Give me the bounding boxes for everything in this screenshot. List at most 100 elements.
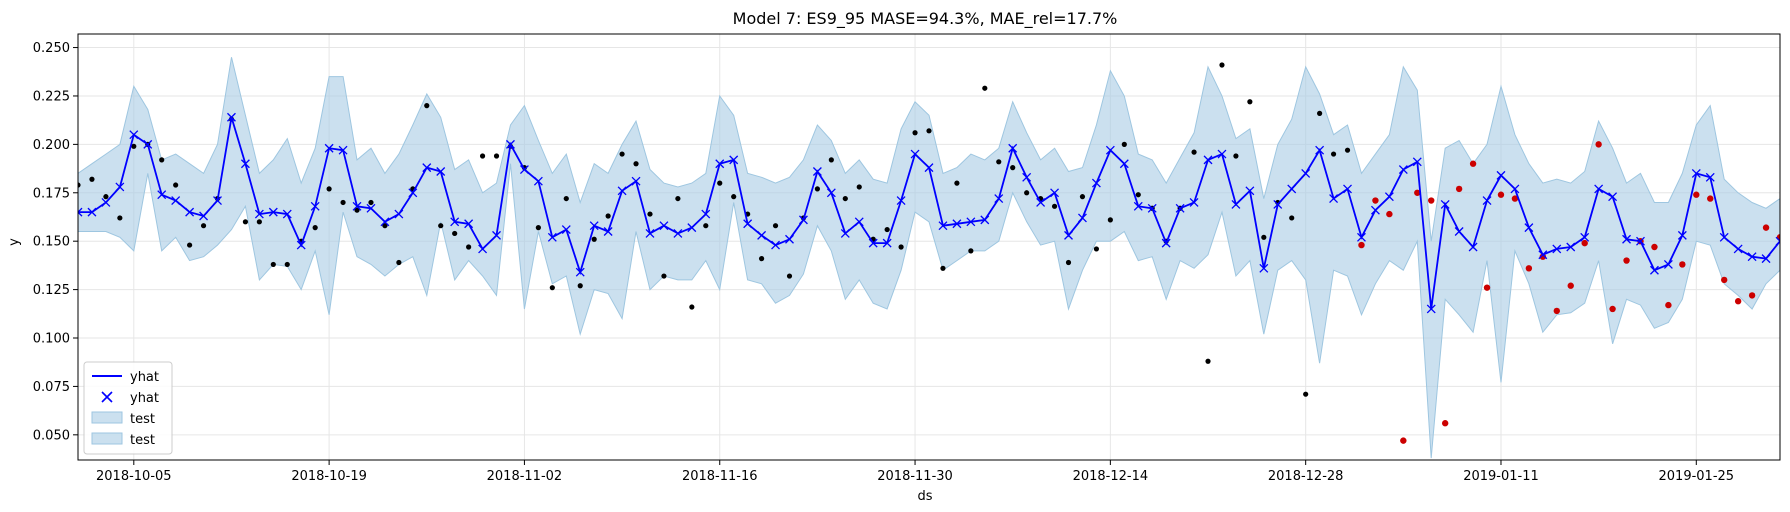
yhat-marker (840, 228, 850, 238)
yhat-marker (1761, 254, 1771, 264)
actual-point (326, 186, 332, 192)
yhat-marker (1775, 236, 1780, 246)
yhat-marker (547, 232, 557, 242)
yhat-marker (464, 219, 474, 229)
y-axis-label: y (7, 238, 22, 246)
yhat-marker (78, 207, 83, 217)
actual-point (605, 213, 611, 219)
actual-point (1205, 358, 1211, 364)
yhat-marker (324, 143, 334, 153)
legend-label-test-band: test (130, 412, 155, 427)
yhat-marker (1677, 230, 1687, 240)
yhat-marker (1259, 263, 1269, 273)
actual-point (173, 182, 179, 188)
yhat-marker (240, 159, 250, 169)
yhat-marker (1147, 203, 1157, 213)
x-tick-label: 2018-11-30 (877, 469, 953, 484)
yhat-marker (1649, 265, 1659, 275)
test-point (1581, 239, 1588, 247)
actual-point (1107, 217, 1113, 223)
actual-point (814, 186, 820, 192)
actual-point (78, 182, 81, 188)
x-tick-label: 2018-11-16 (682, 469, 758, 484)
test-point (1455, 185, 1463, 193)
yhat-marker (1496, 170, 1506, 180)
yhat-marker (1175, 203, 1185, 213)
actual-point (187, 242, 193, 248)
yhat-marker (1245, 186, 1255, 196)
yhat-marker (910, 149, 920, 159)
actual-point (368, 199, 374, 206)
yhat-marker (380, 217, 390, 227)
x-tick-label: 2018-10-05 (96, 469, 172, 484)
actual-point (717, 180, 723, 186)
y-tick-label: 0.150 (33, 235, 70, 250)
actual-point (493, 153, 500, 159)
test-point (1483, 284, 1491, 291)
legend-label-yhat-marker: yhat (130, 391, 159, 406)
yhat-marker (1357, 232, 1366, 242)
actual-point (647, 211, 653, 217)
yhat-marker (1287, 184, 1297, 194)
yhat-marker (854, 217, 864, 227)
actual-point (1330, 151, 1337, 157)
actual-point (856, 184, 862, 190)
y-tick-label: 0.125 (33, 283, 70, 298)
actual-point (1051, 203, 1058, 209)
yhat-marker (1231, 199, 1241, 209)
yhat-marker (994, 194, 1004, 204)
yhat-marker (1119, 159, 1129, 169)
yhat-marker (129, 130, 139, 140)
yhat-marker (1733, 244, 1743, 254)
chart-title: Model 7: ES9_95 MASE=94.3%, MAE_rel=17.7… (733, 9, 1118, 29)
yhat-marker (296, 240, 306, 250)
test-point (1511, 195, 1519, 202)
test-point (1595, 141, 1602, 148)
x-tick-label: 2018-11-02 (487, 469, 563, 484)
actual-point (1121, 141, 1127, 147)
yhat-marker (1510, 184, 1520, 194)
yhat-marker (617, 186, 627, 196)
x-tick-label: 2019-01-25 (1659, 469, 1735, 484)
yhat-marker (938, 221, 948, 231)
yhat-marker (1329, 194, 1339, 204)
test-point (1525, 265, 1533, 272)
yhat-marker (506, 139, 515, 149)
x-tick-label: 2018-12-28 (1268, 469, 1344, 484)
yhat-marker (868, 238, 878, 248)
test-point (1441, 420, 1449, 427)
yhat-marker (87, 207, 97, 217)
yhat-marker (1552, 244, 1562, 254)
yhat-marker (1398, 165, 1408, 175)
test-point (1734, 298, 1742, 305)
test-point (1497, 191, 1505, 198)
yhat-marker (1133, 201, 1143, 211)
yhat-marker (171, 196, 181, 205)
yhat-marker (1273, 199, 1283, 209)
actual-point (1135, 192, 1141, 198)
actual-point (535, 225, 541, 231)
yhat-marker (687, 223, 697, 233)
yhat-marker (1705, 172, 1715, 182)
actual-point (479, 153, 486, 159)
test-point (1553, 307, 1560, 315)
actual-point (884, 226, 890, 233)
actual-point (1317, 110, 1323, 116)
actual-point (1289, 215, 1295, 221)
actual-point (689, 304, 695, 310)
test-point (1665, 301, 1672, 309)
yhat-marker (603, 227, 613, 236)
yhat-marker (310, 201, 320, 211)
yhat-marker (882, 238, 892, 248)
yhat-marker (1036, 198, 1046, 207)
yhat-marker (1482, 196, 1492, 205)
legend: yhat yhat test test (83, 361, 173, 455)
actual-point (661, 273, 667, 279)
actual-point (954, 180, 960, 186)
yhat-marker (1105, 145, 1115, 155)
yhat-marker (952, 219, 962, 229)
actual-point (312, 225, 318, 231)
test-point (1428, 197, 1435, 204)
y-tick-label: 0.050 (33, 428, 70, 443)
yhat-marker (185, 207, 195, 217)
